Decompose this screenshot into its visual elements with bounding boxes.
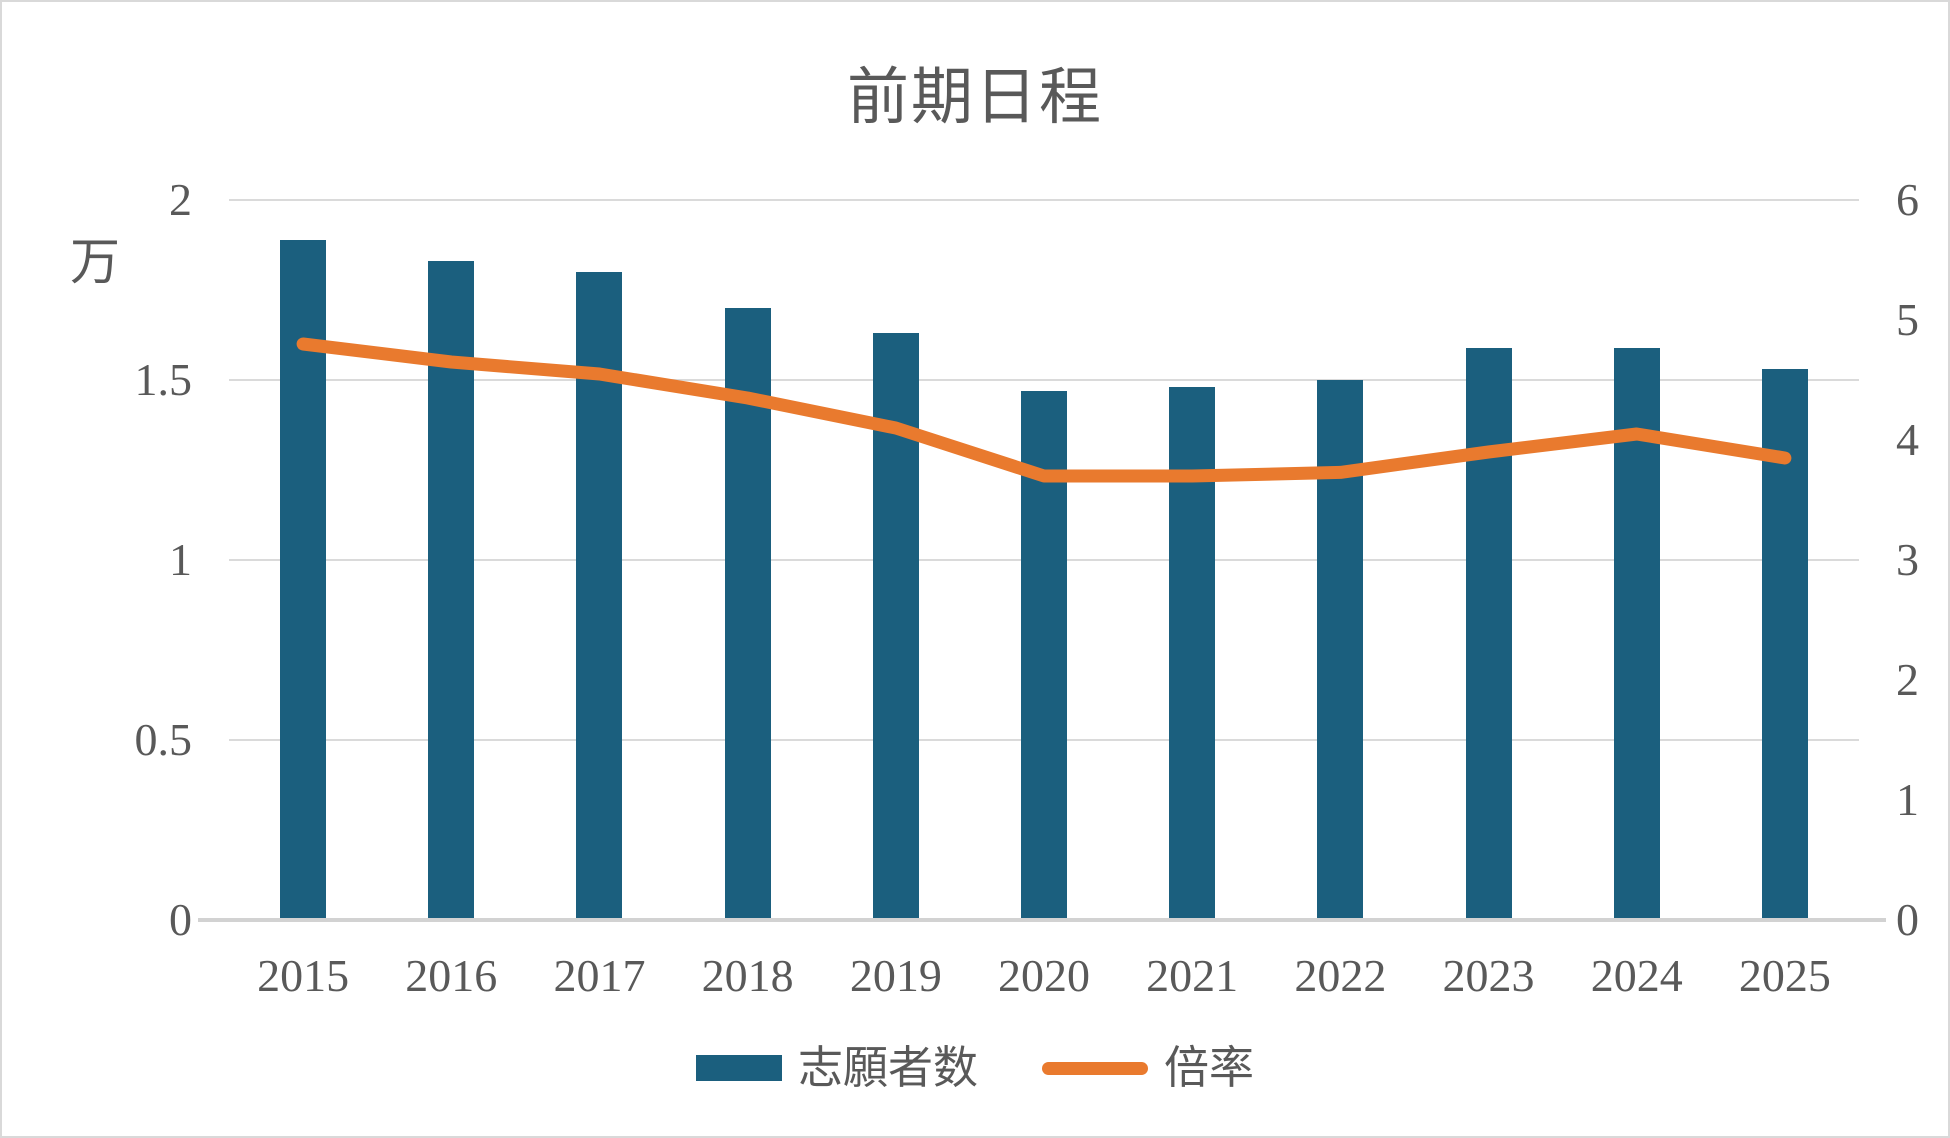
- legend-label-ratio: 倍率: [1164, 1043, 1255, 1093]
- x-axis-tick-label: 2022: [1294, 950, 1387, 1001]
- x-axis-tick-label: 2017: [553, 950, 646, 1001]
- applicants-bar-2025: [1761, 369, 1808, 920]
- applicants-bar-2019: [872, 333, 919, 920]
- legend-label-applicants: 志願者数: [797, 1043, 978, 1093]
- applicants-bar-2015: [280, 239, 327, 920]
- applicants-bar-2016: [428, 261, 475, 920]
- applicants-bar-2024: [1613, 347, 1660, 920]
- right-axis-tick-label: 1: [1896, 774, 1919, 825]
- applicants-bar-2017: [576, 272, 623, 920]
- x-axis-tick-label: 2020: [998, 950, 1090, 1001]
- x-axis-tick-label: 2015: [257, 950, 350, 1001]
- x-axis-tick-label: 2018: [701, 950, 794, 1001]
- applicants-bar-2022: [1317, 380, 1364, 920]
- right-axis-tick-label: 6: [1896, 174, 1919, 225]
- applicants-bar-2021: [1169, 387, 1216, 920]
- legend-item-ratio: 倍率: [1042, 1043, 1254, 1093]
- left-axis-tick-label: 0.5: [134, 714, 193, 765]
- x-axis-tick-label: 2016: [405, 950, 498, 1001]
- chart-title: 前期日程: [846, 64, 1103, 132]
- applicants-bar-2018: [724, 308, 771, 920]
- right-axis-tick-label: 0: [1896, 894, 1919, 945]
- x-axis-line: [198, 918, 1886, 922]
- legend-bar-swatch: [695, 1055, 782, 1081]
- legend-item-applicants: 志願者数: [695, 1043, 978, 1093]
- x-axis-tick-label: 2024: [1590, 950, 1683, 1001]
- applicants-bar-2023: [1465, 347, 1512, 920]
- x-axis-tick-label: 2021: [1146, 950, 1239, 1001]
- x-axis-tick-label: 2023: [1442, 950, 1535, 1001]
- gridline: [229, 199, 1859, 201]
- x-axis-tick-label: 2025: [1738, 950, 1831, 1001]
- right-axis-tick-label: 5: [1896, 294, 1919, 345]
- left-axis-tick-label: 1: [169, 534, 192, 585]
- right-axis-tick-label: 2: [1896, 654, 1919, 705]
- left-axis-unit-label: 万: [70, 234, 120, 290]
- right-axis-tick-label: 4: [1896, 414, 1919, 465]
- applicants-bar-2020: [1021, 390, 1067, 920]
- left-axis-tick-label: 0: [169, 894, 192, 945]
- legend: 志願者数 倍率: [2, 1040, 1948, 1096]
- left-axis-tick-label: 1.5: [134, 354, 193, 405]
- legend-line-swatch: [1042, 1061, 1148, 1075]
- right-axis-tick-label: 3: [1896, 534, 1919, 585]
- left-axis-tick-label: 2: [169, 174, 192, 225]
- x-axis-tick-label: 2019: [849, 950, 942, 1001]
